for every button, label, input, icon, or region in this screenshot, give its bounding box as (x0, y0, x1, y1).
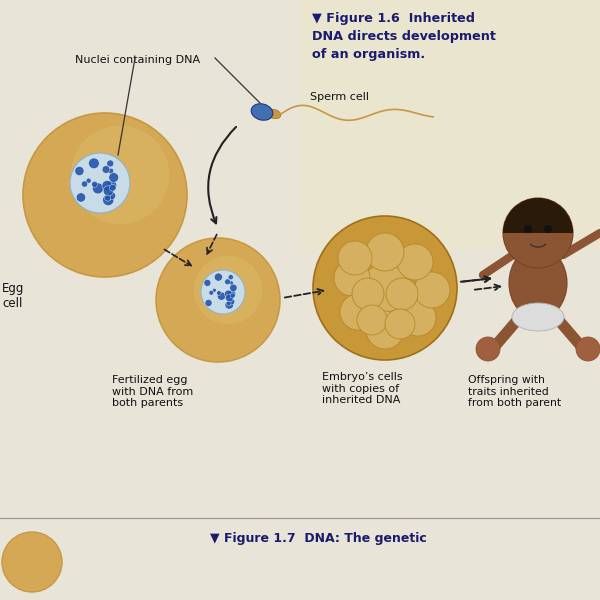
Circle shape (228, 290, 236, 298)
Circle shape (228, 275, 233, 280)
Text: Egg
cell: Egg cell (2, 282, 25, 310)
Circle shape (108, 192, 116, 200)
Circle shape (225, 301, 233, 309)
Text: ▼ Figure 1.7  DNA: The genetic: ▼ Figure 1.7 DNA: The genetic (210, 532, 427, 545)
Circle shape (217, 290, 221, 295)
Circle shape (76, 193, 86, 202)
Circle shape (156, 238, 280, 362)
Circle shape (103, 186, 113, 196)
Circle shape (205, 299, 212, 307)
Circle shape (70, 153, 130, 213)
Circle shape (386, 278, 418, 310)
Circle shape (385, 309, 415, 339)
Circle shape (108, 168, 114, 174)
Circle shape (357, 305, 387, 335)
Circle shape (524, 225, 532, 233)
Circle shape (334, 260, 370, 296)
Circle shape (102, 166, 110, 173)
Circle shape (503, 198, 573, 268)
Circle shape (229, 299, 235, 305)
Circle shape (109, 184, 116, 191)
Circle shape (224, 279, 230, 284)
Text: Embryo’s cells
with copies of
inherited DNA: Embryo’s cells with copies of inherited … (322, 372, 403, 405)
Ellipse shape (512, 303, 564, 331)
Circle shape (366, 233, 404, 271)
Text: Nuclei containing DNA: Nuclei containing DNA (75, 55, 200, 65)
Circle shape (226, 301, 231, 306)
Text: Sperm cell: Sperm cell (310, 92, 369, 102)
Ellipse shape (267, 109, 281, 119)
Circle shape (204, 280, 211, 286)
Circle shape (226, 294, 233, 302)
Circle shape (212, 289, 217, 292)
Bar (300, 0, 600, 250)
Circle shape (92, 181, 98, 187)
Circle shape (106, 181, 116, 191)
Circle shape (476, 337, 500, 361)
Circle shape (224, 290, 232, 298)
Circle shape (2, 532, 62, 592)
Text: Offspring with
traits inherited
from both parent: Offspring with traits inherited from bot… (468, 375, 561, 408)
Circle shape (92, 183, 103, 194)
Circle shape (400, 300, 436, 336)
Circle shape (230, 284, 237, 292)
Circle shape (397, 244, 433, 280)
Circle shape (102, 181, 112, 191)
Circle shape (23, 113, 187, 277)
Ellipse shape (509, 247, 567, 319)
Circle shape (229, 281, 233, 285)
Circle shape (352, 278, 384, 310)
Circle shape (209, 290, 214, 295)
Circle shape (71, 126, 169, 224)
Circle shape (576, 337, 600, 361)
Circle shape (414, 272, 450, 308)
Circle shape (214, 273, 223, 281)
Circle shape (75, 166, 84, 176)
Circle shape (544, 225, 552, 233)
Ellipse shape (251, 104, 273, 120)
Circle shape (340, 294, 376, 330)
Circle shape (361, 264, 409, 312)
Text: Fertilized egg
with DNA from
both parents: Fertilized egg with DNA from both parent… (112, 375, 193, 408)
Circle shape (217, 292, 226, 300)
Circle shape (230, 293, 235, 298)
Wedge shape (503, 198, 573, 233)
Circle shape (82, 181, 88, 187)
Circle shape (194, 256, 262, 324)
Text: ▼ Figure 1.6  Inherited
DNA directs development
of an organism.: ▼ Figure 1.6 Inherited DNA directs devel… (312, 12, 496, 61)
Circle shape (338, 241, 372, 275)
Circle shape (107, 160, 113, 167)
Circle shape (89, 158, 99, 169)
Circle shape (104, 195, 110, 201)
Circle shape (86, 178, 91, 184)
Circle shape (201, 270, 245, 314)
Circle shape (313, 216, 457, 360)
Circle shape (109, 173, 119, 182)
Circle shape (366, 311, 404, 349)
Circle shape (103, 194, 114, 206)
